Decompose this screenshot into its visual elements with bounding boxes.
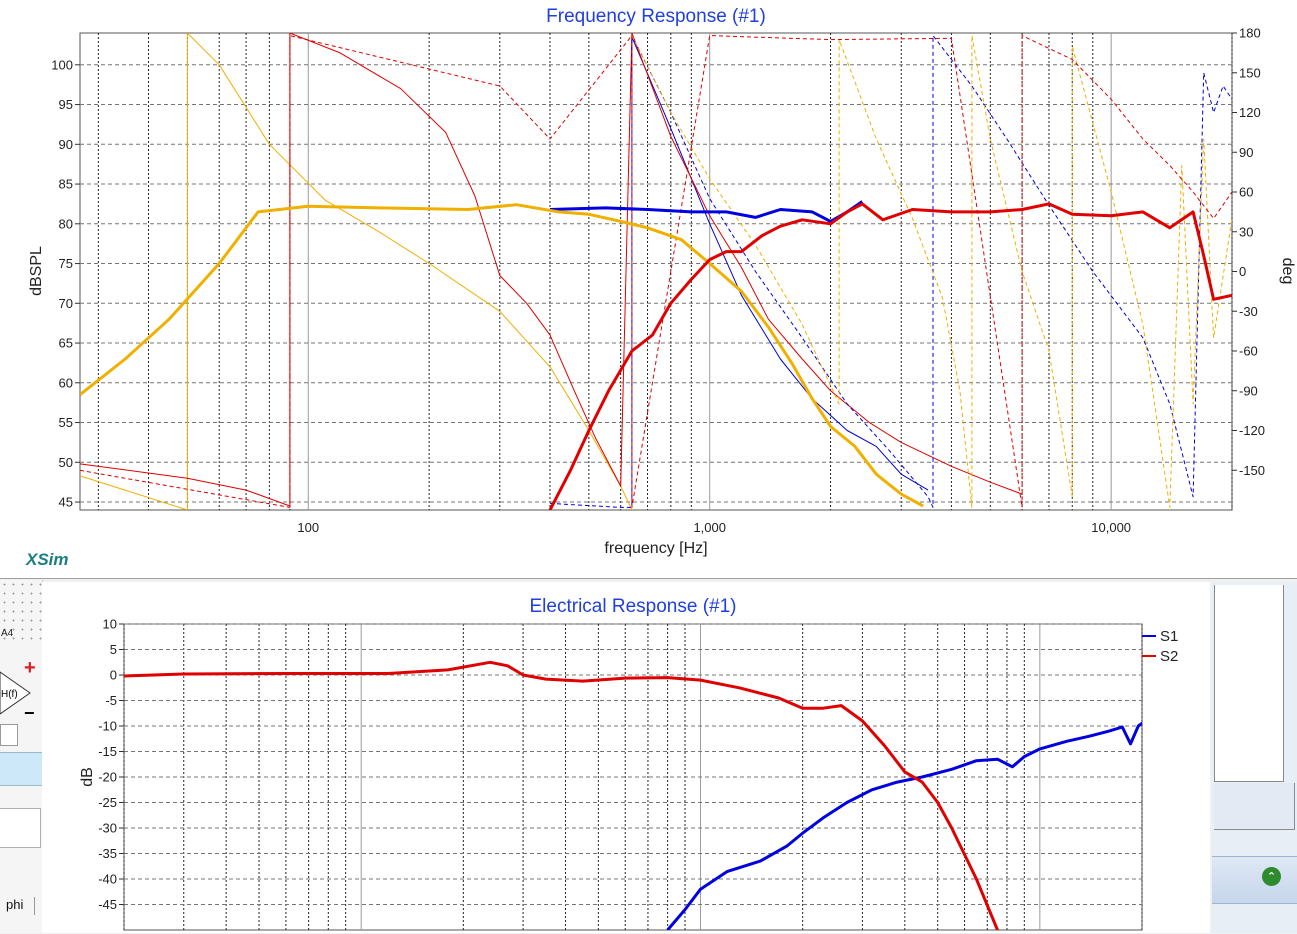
xsim-brand-label: XSim	[26, 550, 69, 569]
y-tick-label: 100	[51, 57, 73, 72]
y-tick-label: -10	[98, 719, 117, 734]
y-tick-label: 55	[59, 415, 73, 430]
y-tick-label: 45	[59, 495, 73, 510]
y-tick-label: 70	[59, 296, 73, 311]
y-right-tick-label: -60	[1239, 344, 1258, 359]
y-tick-label: -30	[98, 821, 117, 836]
y-axis-right-label: deg	[1279, 258, 1296, 285]
side-panel-view	[1214, 585, 1284, 782]
y-right-tick-label: -120	[1239, 423, 1265, 438]
y-tick-label: 95	[59, 97, 73, 112]
y-right-tick-label: -150	[1239, 463, 1265, 478]
y-tick-label: -15	[98, 744, 117, 759]
y-tick-label: -20	[98, 770, 117, 785]
y-tick-label: -25	[98, 795, 117, 810]
x-tick-label: 100	[297, 520, 319, 535]
legend-label-s2: S2	[1160, 648, 1178, 665]
phi-label: phi	[6, 897, 24, 912]
series-group	[80, 33, 1232, 510]
y-right-tick-label: 180	[1239, 26, 1261, 41]
plot-area	[123, 623, 1143, 931]
y-tick-label: 5	[110, 642, 117, 657]
side-panel-subview	[1214, 783, 1295, 830]
toolbar-button[interactable]	[0, 724, 18, 746]
y-tick-label: 65	[59, 336, 73, 351]
electrical-response-panel: Electrical Response (#1) dB 10 5 0 -5 -10 -15 -2…	[42, 582, 1210, 933]
y-tick-label: 50	[59, 455, 73, 470]
y-right-tick-label: 90	[1239, 145, 1253, 160]
y-right-tick-label: -90	[1239, 383, 1258, 398]
schematic-grid	[0, 580, 42, 640]
y-tick-label: -35	[98, 846, 117, 861]
chart-title: Electrical Response (#1)	[530, 596, 737, 617]
y-tick-label: -40	[98, 872, 117, 887]
y-tick-label: 75	[59, 256, 73, 271]
y-right-tick-label: 0	[1239, 264, 1246, 279]
series-group	[124, 660, 1142, 930]
y-tick-label: -5	[105, 693, 117, 708]
series-line-1	[80, 203, 924, 508]
frequency-response-chart: Frequency Response (#1) frequency [Hz] dBS…	[28, 6, 1296, 557]
y-tick-label: 60	[59, 375, 73, 390]
y-tick-label: -45	[98, 897, 117, 912]
series-line-s1	[666, 721, 1142, 930]
series-line-2	[548, 202, 1232, 510]
y-axis-label: dBSPL	[28, 246, 45, 296]
y-right-tick-label: 150	[1239, 65, 1261, 80]
y-tick-label: 85	[59, 177, 73, 192]
y-axis-label: dB	[79, 767, 96, 787]
series-line-8	[80, 35, 1232, 508]
property-field[interactable]	[0, 808, 41, 848]
y-right-tick-label: -30	[1239, 304, 1258, 319]
collapse-icon[interactable]: ⌃	[1262, 867, 1281, 886]
y-tick-label: 0	[110, 668, 117, 683]
y-tick-label: 80	[59, 216, 73, 231]
grid	[123, 623, 1143, 930]
positive-terminal-icon: +	[24, 657, 36, 679]
side-panel-header[interactable]	[1212, 856, 1297, 904]
x-tick-label: 10,000	[1091, 520, 1131, 535]
filter-block-icon[interactable]: H(f)	[0, 670, 34, 721]
y-tick-label: 90	[59, 137, 73, 152]
y-right-tick-label: 120	[1239, 105, 1261, 120]
plot-area	[79, 32, 1233, 511]
page-size-label: A4	[1, 628, 14, 639]
chart-title: Frequency Response (#1)	[546, 6, 766, 27]
x-tick-label: 1,000	[693, 520, 726, 535]
filter-block-label: H(f)	[1, 689, 18, 700]
negative-terminal-icon: −	[24, 703, 35, 723]
selected-list-row[interactable]	[0, 752, 42, 786]
y-right-tick-label: 60	[1239, 185, 1253, 200]
frequency-response-panel: Frequency Response (#1) frequency [Hz] dBS…	[28, 6, 1296, 557]
series-line-s2	[124, 660, 999, 930]
electrical-response-chart: Electrical Response (#1) dB 10 5 0 -5 -10 -15 -2…	[79, 596, 1178, 931]
x-axis-label: frequency [Hz]	[604, 540, 707, 557]
phi-spinner[interactable]	[34, 897, 41, 915]
y-tick-label: 10	[103, 617, 117, 632]
y-right-tick-label: 30	[1239, 224, 1253, 239]
legend-label-s1: S1	[1160, 628, 1178, 645]
